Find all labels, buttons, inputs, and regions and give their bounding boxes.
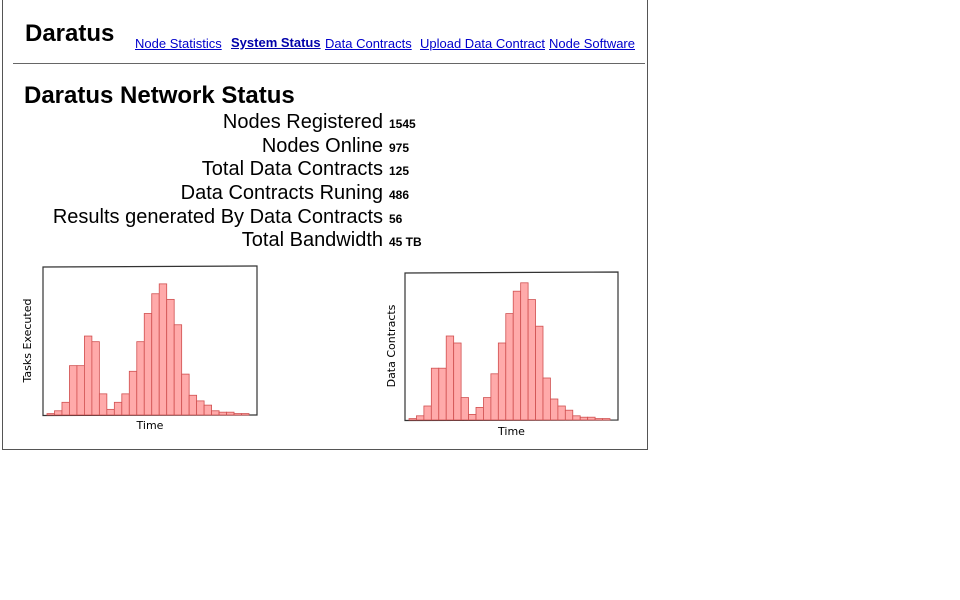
histogram-bar [91,341,100,416]
histogram-bar [84,335,93,416]
histogram-bar [483,397,492,421]
histogram-bar [136,341,145,416]
histogram-bar [594,418,603,421]
histogram-bar [173,324,183,416]
histogram-bar [460,397,469,421]
histogram-bar [602,418,611,421]
histogram-bar [550,398,559,421]
histogram-bar [512,290,522,421]
stat-label: Total Data Contracts [201,158,383,181]
tasks-executed-histogram: Time Tasks Executed [21,265,258,432]
histogram-bar [196,400,205,416]
stat-label: Total Bandwidth [241,229,383,252]
histogram-bar [128,370,138,416]
histogram-bar [572,415,581,421]
histogram-bar [121,393,130,416]
histogram-bar [188,394,198,416]
histogram-bar [520,282,529,421]
histogram-bar [46,413,55,416]
stat-value: 45 TB [389,235,422,250]
page-title: Daratus Network Status [24,82,295,109]
stat-label: Results generated By Data Contracts [52,205,383,228]
stat-value: 1545 [389,117,416,131]
network-stats: Nodes Registered 1545 Nodes Online 975 T… [3,111,463,253]
nav-system-status[interactable]: System Status [231,35,321,50]
stat-value: 56 [389,211,403,226]
histogram-bar [497,342,507,421]
histogram-bar [535,325,544,421]
histogram-bar [226,411,235,416]
histogram-bar [416,415,425,421]
histogram-bar [61,401,70,416]
histogram-bar [218,411,227,416]
histogram-bar [468,413,477,421]
histogram-bar [113,401,123,416]
y-axis-label: Data Contracts [385,304,398,387]
histogram-bar [408,418,417,421]
histogram-bar [98,393,108,416]
stat-label: Nodes Registered [222,111,383,133]
histogram-bar [453,342,462,421]
histogram-bar [579,416,589,421]
histogram-bar [542,377,551,421]
nav-node-statistics[interactable]: Node Statistics [135,36,222,51]
histogram-bar [143,313,153,416]
stat-value: 975 [389,140,410,155]
stat-value: 486 [389,188,410,203]
nav-upload-data-contract[interactable]: Upload Data Contract [420,36,546,51]
stat-total-data-contracts: Total Data Contracts 125 [3,158,463,182]
page-frame: Daratus Node Statistics System Status Da… [2,0,648,450]
histogram-bar [76,365,85,416]
histogram-bar [151,293,160,416]
histogram-bar [505,313,514,421]
stat-nodes-online: Nodes Online 975 [3,135,463,159]
histogram-bar [106,408,115,416]
site-logo[interactable]: Daratus [25,20,115,47]
histogram-bar [587,416,596,421]
histogram-bar [423,405,432,421]
histogram-bar [557,405,566,421]
histogram-bar [527,299,536,421]
stat-value: 125 [389,164,410,179]
histogram-bar [438,367,447,421]
histogram-bar [233,413,242,416]
data-contracts-chart: Time Data Contracts [381,266,626,444]
histogram-bar [203,404,212,416]
histogram-bar [158,283,168,416]
stat-label: Nodes Online [261,134,383,157]
histogram-bar [166,298,175,416]
x-axis-label: Time [136,419,164,432]
stat-nodes-registered: Nodes Registered 1545 [3,111,463,135]
histogram-bar [211,410,220,416]
y-axis-label: Tasks Executed [21,299,34,384]
histogram-bar [54,410,63,416]
tasks-executed-chart: Time Tasks Executed [17,260,267,438]
stat-total-bandwidth: Total Bandwidth 45 TB [3,229,463,253]
nav-node-software[interactable]: Node Software [549,36,635,51]
stat-results-generated: Results generated By Data Contracts 56 [3,206,463,230]
data-contracts-histogram: Time Data Contracts [385,271,619,438]
histogram-bar [181,373,190,416]
nav-data-contracts[interactable]: Data Contracts [325,36,412,51]
histogram-bar [475,406,484,421]
stat-data-contracts-running: Data Contracts Runing 486 [3,182,463,206]
histogram-bar [241,413,250,416]
stat-label: Data Contracts Runing [180,182,383,205]
x-axis-label: Time [497,425,525,438]
histogram-bar [490,373,499,421]
histogram-bar [564,409,574,421]
header-divider [13,63,645,64]
histogram-bar [430,367,440,421]
histogram-bar [445,335,455,421]
histogram-bar [69,365,78,416]
